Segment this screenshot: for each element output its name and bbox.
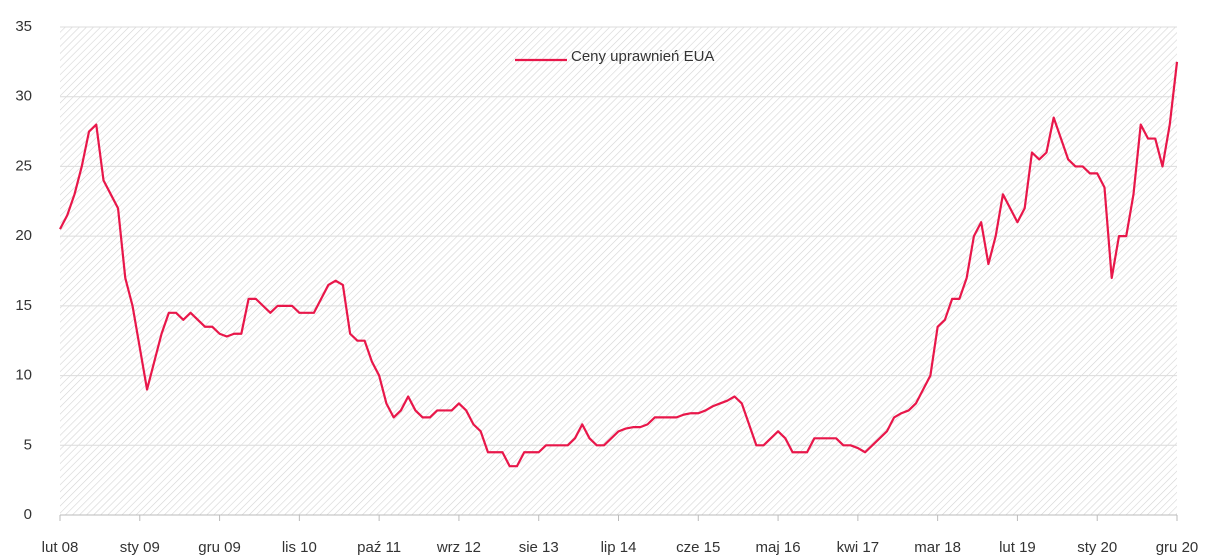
plot-background [60,27,1177,515]
y-tick-label: 0 [24,506,32,523]
x-tick-label: kwi 17 [837,539,880,556]
x-tick-label: lip 14 [601,539,637,556]
x-tick-label: lis 10 [282,539,317,556]
y-tick-label: 35 [15,18,32,35]
x-tick-label: sie 13 [519,539,559,556]
y-tick-label: 5 [24,436,32,453]
x-tick-label: sty 20 [1077,539,1117,556]
x-tick-label: wrz 12 [436,539,481,556]
y-tick-label: 15 [15,297,32,314]
y-tick-label: 30 [15,88,32,105]
x-tick-label: lut 08 [42,539,79,556]
y-tick-label: 10 [15,367,32,384]
x-tick-label: cze 15 [676,539,720,556]
x-tick-label: gru 09 [198,539,241,556]
x-tick-label: paź 11 [357,539,401,556]
x-tick-label: mar 18 [914,539,961,556]
x-tick-label: sty 09 [120,539,160,556]
x-tick-label: lut 19 [999,539,1036,556]
line-series [59,61,1179,468]
legend-label: Ceny uprawnień EUA [571,48,714,65]
y-tick-label: 20 [15,227,32,244]
x-tick-label: maj 16 [756,539,801,556]
y-tick-label: 25 [15,157,32,174]
x-tick-label: gru 20 [1156,539,1199,556]
